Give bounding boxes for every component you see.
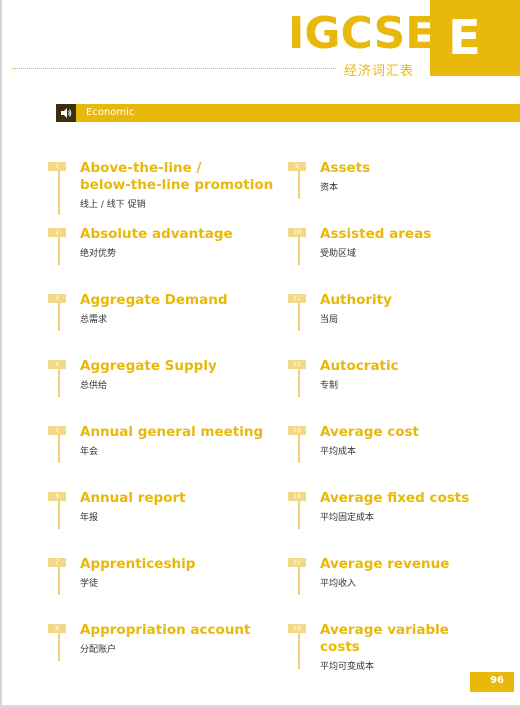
header-title: IGCSE [288,8,436,59]
speaker-icon [61,108,72,118]
entry-term: Appropriation account [80,622,251,638]
entry-term: Autocratic [320,358,399,374]
entry-number: 16 [288,624,306,633]
entry-number: 15 [288,558,306,567]
header-dotted-rule [12,68,336,69]
entry-number: 2 [48,228,66,237]
entry-rule [58,171,60,215]
entry-translation: 线上 / 线下 促销 [80,200,146,210]
entry-translation: 总需求 [80,315,108,325]
entry-term: Assets [320,160,371,176]
entry-term: Average variable costs [320,622,449,655]
entry-rule [298,633,300,669]
entry-rule [298,237,300,265]
entry-term: Authority [320,292,392,308]
letter-block [430,0,520,76]
section-bar [56,104,520,122]
entry-term: Apprenticeship [80,556,196,572]
entry-number: 8 [48,624,66,633]
entry-translation: 平均固定成本 [320,513,375,523]
entry-number: 14 [288,492,306,501]
entry-number: 13 [288,426,306,435]
entry-term: Average cost [320,424,419,440]
entry-rule [298,171,300,199]
entry-translation: 总供给 [80,381,108,391]
entry-translation: 绝对优势 [80,249,117,259]
entry-translation: 分配账户 [80,645,117,655]
header-subtitle: 经济词汇表 [344,64,415,79]
audio-button[interactable] [56,104,76,122]
page-number-tab [470,672,514,692]
entry-term: Absolute advantage [80,226,233,242]
entry-translation: 学徒 [80,579,99,589]
page-left-edge [0,0,2,707]
entry-rule [58,369,60,397]
entry-rule [58,237,60,265]
entry-term: Average revenue [320,556,450,572]
entry-translation: 年报 [80,513,99,523]
entry-rule [58,633,60,661]
entry-term: Assisted areas [320,226,432,242]
entry-rule [298,303,300,331]
entry-number: 9 [288,162,306,171]
entry-translation: 年会 [80,447,99,457]
section-label: Economic [86,107,135,118]
entry-term: Aggregate Supply [80,358,217,374]
entry-rule [58,567,60,595]
entry-rule [58,501,60,529]
entry-term: Average fixed costs [320,490,470,506]
entry-number: 12 [288,360,306,369]
entry-term: Annual general meeting [80,424,264,440]
entry-translation: 平均可变成本 [320,662,375,672]
entry-translation: 平均收入 [320,579,357,589]
entry-translation: 资本 [320,183,339,193]
entry-translation: 平均成本 [320,447,357,457]
header-letter: E [448,10,481,66]
page-bottom-edge [0,705,520,707]
entry-number: 4 [48,360,66,369]
entry-rule [298,501,300,529]
entry-number: 3 [48,294,66,303]
entry-number: 11 [288,294,306,303]
entry-number: 10 [288,228,306,237]
entry-translation: 当局 [320,315,339,325]
entry-rule [58,303,60,331]
entry-rule [298,567,300,595]
entry-number: 7 [48,558,66,567]
entry-term: Annual report [80,490,186,506]
entry-rule [298,435,300,463]
entry-number: 6 [48,492,66,501]
entry-term: Above-the-line / below-the-line promotio… [80,160,274,193]
entry-number: 1 [48,162,66,171]
entry-number: 5 [48,426,66,435]
entry-translation: 专制 [320,381,339,391]
page-number: 96 [490,675,504,686]
entry-rule [298,369,300,397]
entry-term: Aggregate Demand [80,292,228,308]
entry-rule [58,435,60,463]
entry-translation: 受助区域 [320,249,357,259]
